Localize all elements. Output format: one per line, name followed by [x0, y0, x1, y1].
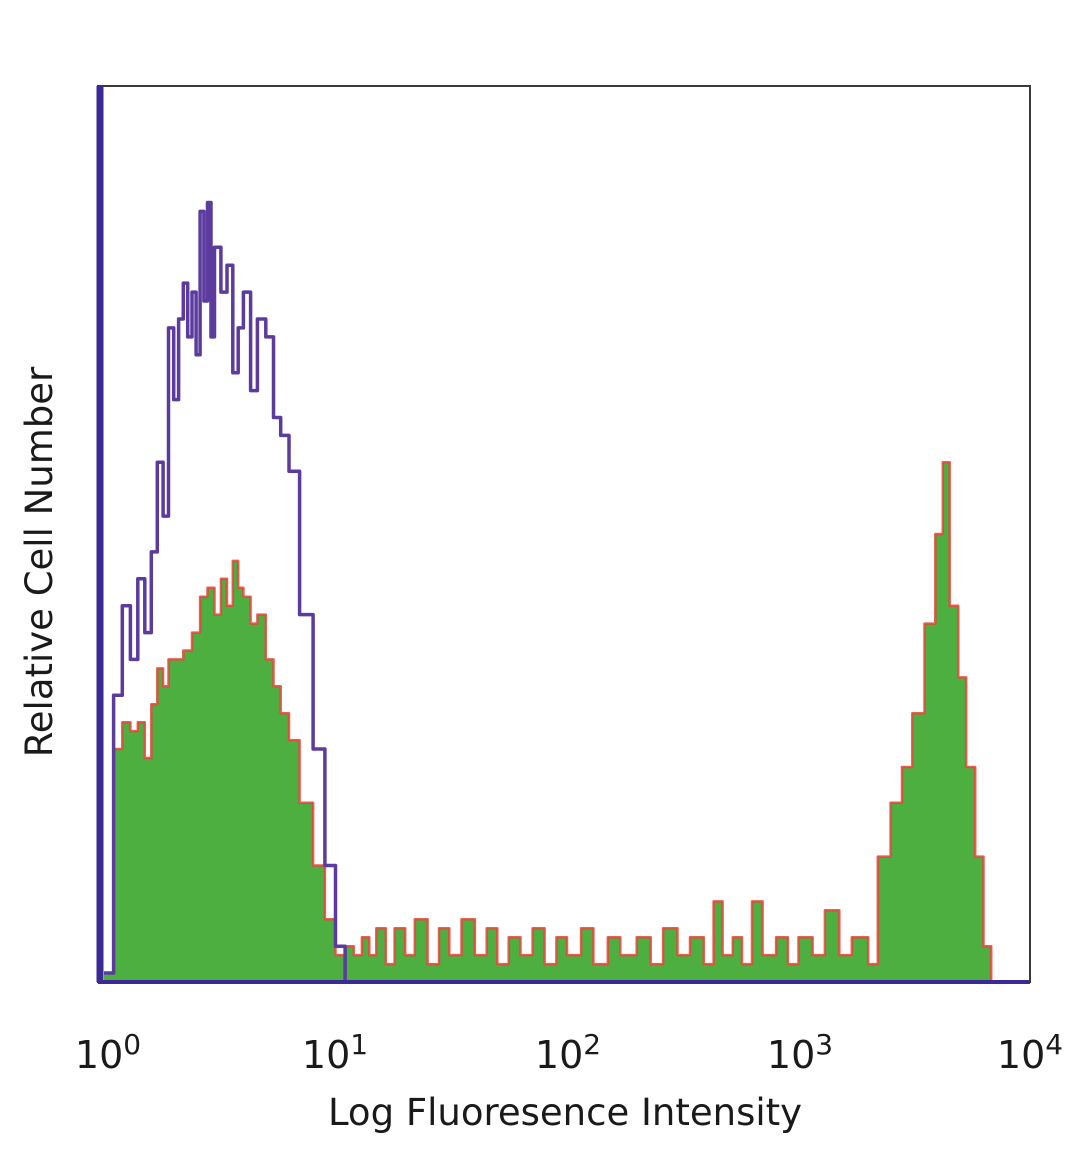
- y-axis-title: Relative Cell Number: [18, 366, 61, 757]
- plot-area: [96, 85, 1031, 984]
- x-tick-label: 104: [997, 1028, 1063, 1077]
- x-tick-label: 100: [75, 1028, 141, 1077]
- x-tick-label: 103: [767, 1028, 833, 1077]
- filled-histogram-area: [104, 462, 996, 982]
- x-tick-label: 102: [535, 1028, 601, 1077]
- x-axis-title: Log Fluoresence Intensity: [328, 1091, 802, 1134]
- x-tick-label: 101: [302, 1028, 368, 1077]
- outline-histogram-line: [104, 200, 381, 984]
- x-tick-labels: 100 101 102 103 104: [75, 1028, 1063, 1077]
- filled-histogram-edge: [104, 461, 996, 984]
